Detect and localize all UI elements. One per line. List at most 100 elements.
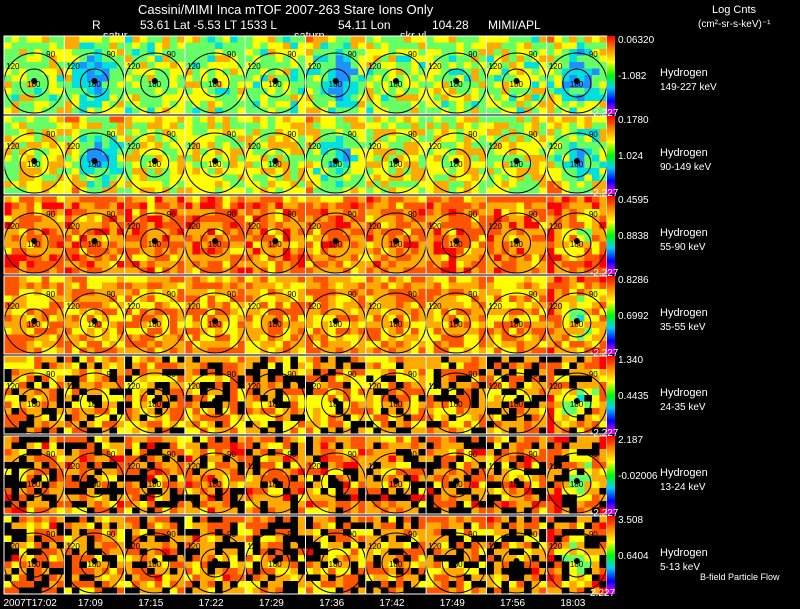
heatmap-cell xyxy=(147,202,156,210)
heatmap-cell xyxy=(418,395,427,402)
heatmap-cell xyxy=(94,49,103,56)
heatmap-cell xyxy=(501,382,510,389)
contour-label: 90 xyxy=(348,290,357,299)
heatmap-cell xyxy=(493,148,502,156)
contour-label: 90 xyxy=(227,290,236,299)
heatmap-cell xyxy=(576,81,585,89)
heatmap-cell xyxy=(328,401,337,409)
heatmap-cell xyxy=(456,94,465,102)
heatmap-cell xyxy=(86,142,95,149)
heatmap-cell xyxy=(516,289,525,296)
heatmap-cell xyxy=(388,321,397,329)
contour-label: 120 xyxy=(489,142,503,151)
heatmap-cell xyxy=(358,36,367,43)
heatmap-cell xyxy=(328,421,337,428)
heatmap-cell xyxy=(516,107,525,115)
heatmap-cell xyxy=(411,68,419,76)
heatmap-cell xyxy=(101,375,110,383)
contour-label: 180 xyxy=(570,160,584,169)
energy-label: 35-55 keV xyxy=(660,322,706,333)
heatmap-cell xyxy=(41,334,50,342)
heatmap-cell xyxy=(86,228,95,236)
heatmap-cell xyxy=(71,68,80,76)
heatmap-cell xyxy=(139,388,148,396)
heatmap-cell xyxy=(132,235,141,242)
heatmap-cell xyxy=(4,341,12,348)
heatmap-cell xyxy=(365,395,374,402)
heatmap-cell xyxy=(569,161,578,169)
heatmap-cell xyxy=(192,308,201,316)
heatmap-cell xyxy=(49,116,58,123)
heatmap-cell xyxy=(154,62,163,69)
heatmap-cell xyxy=(433,101,442,108)
heatmap-cell xyxy=(26,107,35,115)
heatmap-cell xyxy=(71,414,80,422)
heatmap-cell xyxy=(350,88,359,95)
heatmap-cell xyxy=(403,414,412,422)
panel-4: 1801209018012090180120901801209018012090… xyxy=(3,355,615,435)
heatmap-cell xyxy=(79,129,88,136)
heatmap-cell xyxy=(561,94,570,102)
contour-circle xyxy=(200,68,230,98)
heatmap-cell xyxy=(79,42,88,50)
heatmap-cell xyxy=(313,42,321,50)
heatmap-cell xyxy=(343,382,352,389)
species-label: Hydrogen xyxy=(660,147,708,159)
heatmap-cell xyxy=(576,215,585,223)
heatmap-cell xyxy=(79,254,88,262)
heatmap-cell xyxy=(554,107,563,115)
heatmap-cell xyxy=(154,341,163,348)
heatmap-cell xyxy=(456,42,465,50)
heatmap-cell xyxy=(237,408,246,415)
heatmap-cell xyxy=(554,334,563,342)
heatmap-cell xyxy=(403,382,412,389)
heatmap-cell xyxy=(275,334,284,342)
heatmap-cell xyxy=(275,401,284,409)
heatmap-cell xyxy=(554,155,563,162)
heatmap-cell xyxy=(403,161,412,169)
heatmap-cell xyxy=(132,107,141,115)
heatmap-cell xyxy=(305,161,314,169)
heatmap-cell xyxy=(79,135,88,143)
colorbar xyxy=(607,196,615,274)
heatmap-cell xyxy=(456,334,465,342)
heatmap-cell xyxy=(207,282,216,290)
heatmap-cell xyxy=(290,369,299,376)
heatmap-cell xyxy=(101,94,110,102)
heatmap-cell xyxy=(64,395,73,402)
heatmap-cell xyxy=(365,148,374,156)
heatmap-cell xyxy=(433,328,442,335)
heatmap-cell xyxy=(426,427,435,435)
heatmap-cell xyxy=(192,382,201,389)
heatmap-cell xyxy=(509,328,517,335)
heatmap-cell xyxy=(516,388,525,396)
heatmap-cell xyxy=(215,382,223,389)
heatmap-cell xyxy=(207,235,216,242)
heatmap-cell xyxy=(11,241,20,249)
heatmap-cell xyxy=(305,222,314,229)
heatmap-cell xyxy=(4,36,12,43)
heatmap-cell xyxy=(11,202,20,210)
heatmap-cell xyxy=(305,42,314,50)
heatmap-cell xyxy=(486,142,495,149)
heatmap-cell xyxy=(350,168,359,175)
heatmap-cell xyxy=(328,341,337,348)
heatmap-cell xyxy=(147,181,156,188)
heatmap-cell xyxy=(56,148,65,156)
heatmap-cell xyxy=(433,241,442,249)
heatmap-cell xyxy=(561,129,570,136)
heatmap-cell xyxy=(207,75,216,82)
heatmap-cell xyxy=(411,36,419,43)
heatmap-cell xyxy=(222,421,231,428)
heatmap-cell xyxy=(313,116,321,123)
heatmap-cell xyxy=(313,328,321,335)
heatmap-cell xyxy=(591,42,600,50)
heatmap-cell xyxy=(56,308,65,316)
heatmap-cell xyxy=(591,341,600,348)
heatmap-cell xyxy=(516,49,525,56)
heatmap-cell xyxy=(328,289,337,296)
heatmap-cell xyxy=(388,228,397,236)
heatmap-cell xyxy=(509,369,517,376)
heatmap-cell xyxy=(403,282,412,290)
heatmap-cell xyxy=(501,36,510,43)
